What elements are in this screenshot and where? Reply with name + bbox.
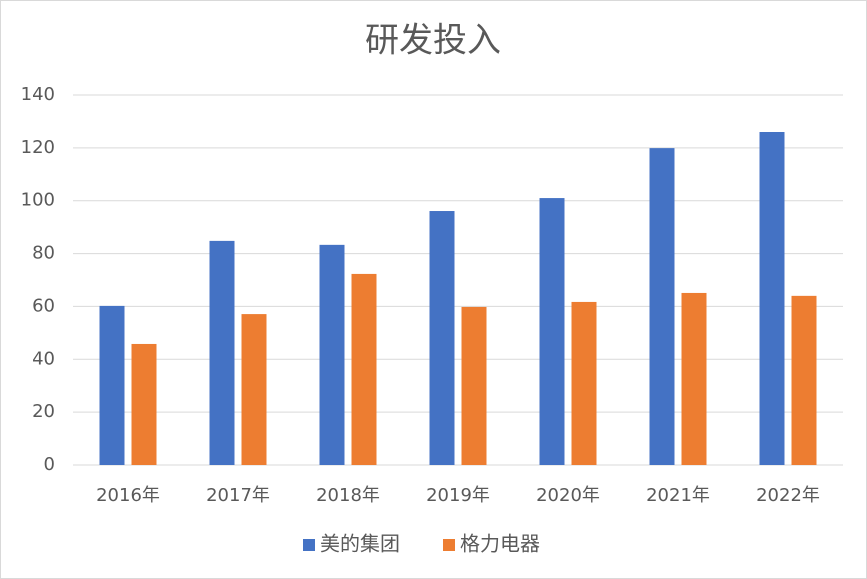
bar: [131, 343, 157, 465]
chart-title: 研发投入: [365, 21, 501, 61]
y-tick-label: 80: [32, 243, 55, 264]
y-tick-label: 120: [21, 137, 55, 158]
x-tick-label: 2017年: [206, 485, 270, 506]
bar: [571, 301, 597, 465]
y-tick-label: 140: [21, 84, 55, 105]
y-tick-label: 0: [44, 454, 55, 475]
x-tick-label: 2021年: [646, 485, 710, 506]
bar: [319, 244, 345, 465]
legend-swatch: [443, 539, 455, 551]
bar: [241, 314, 267, 465]
legend-label: 美的集团: [320, 532, 400, 556]
bar: [759, 132, 785, 465]
x-tick-label: 2022年: [756, 485, 820, 506]
bar: [351, 273, 377, 465]
bar: [99, 305, 125, 465]
bar: [461, 306, 487, 465]
legend-swatch: [303, 539, 315, 551]
bar: [649, 148, 675, 465]
bar: [429, 211, 455, 465]
x-tick-label: 2018年: [316, 485, 380, 506]
bar: [539, 198, 565, 466]
bar: [681, 292, 707, 465]
y-tick-label: 20: [32, 401, 55, 422]
bar: [209, 240, 235, 465]
y-tick-label: 100: [21, 190, 55, 211]
y-tick-label: 60: [32, 295, 55, 316]
x-tick-label: 2016年: [96, 485, 160, 506]
bar: [791, 295, 817, 465]
x-tick-label: 2020年: [536, 485, 600, 506]
x-tick-label: 2019年: [426, 485, 490, 506]
y-tick-label: 40: [32, 348, 55, 369]
legend-label: 格力电器: [460, 532, 540, 556]
